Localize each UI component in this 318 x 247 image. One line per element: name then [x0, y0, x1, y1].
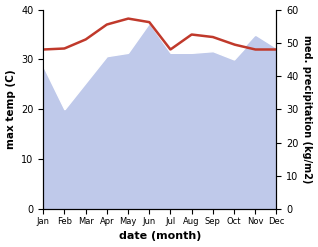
- Y-axis label: med. precipitation (kg/m2): med. precipitation (kg/m2): [302, 35, 313, 184]
- X-axis label: date (month): date (month): [119, 231, 201, 242]
- Y-axis label: max temp (C): max temp (C): [5, 70, 16, 149]
